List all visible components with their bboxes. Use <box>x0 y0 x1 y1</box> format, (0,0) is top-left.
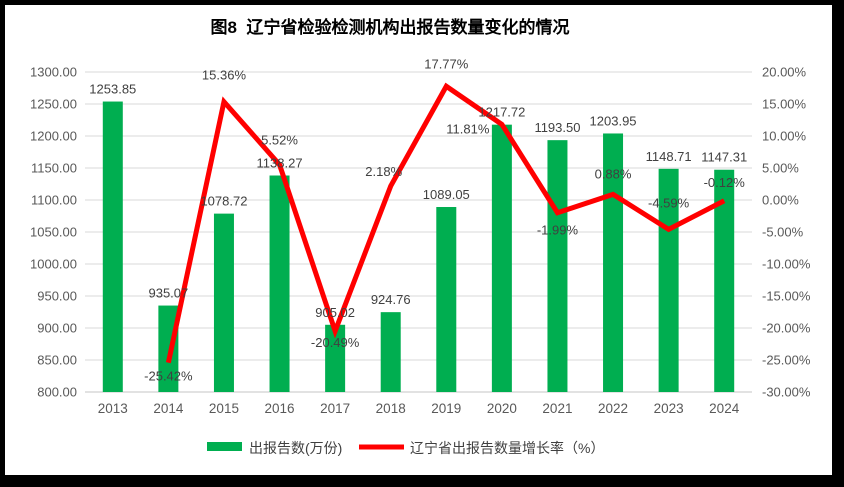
right-axis-tick: 20.00% <box>762 65 807 80</box>
x-axis-label-2024: 2024 <box>709 401 740 416</box>
x-axis-label-2018: 2018 <box>376 401 406 416</box>
right-axis-tick: 15.00% <box>762 97 807 112</box>
bar-value-label-2016: 1138.27 <box>257 156 303 171</box>
bar-2020 <box>491 124 512 392</box>
bar-value-label-2017: 905.02 <box>315 305 355 320</box>
bar-2017 <box>325 324 346 392</box>
left-axis-tick: 1200.00 <box>30 129 77 144</box>
bar-value-label-2023: 1148.71 <box>646 149 692 164</box>
bar-2015 <box>213 213 234 392</box>
bar-value-label-2014: 935.07 <box>148 286 188 301</box>
growth-value-label-2024: -0.12% <box>704 175 746 190</box>
chart-title: 图8 辽宁省检验检测机构出报告数量变化的情况 <box>211 17 570 37</box>
left-axis-tick: 1300.00 <box>30 65 77 80</box>
bar-2018 <box>380 312 401 392</box>
right-axis-tick: -5.00% <box>762 225 804 240</box>
growth-value-label-2017: -20.49% <box>311 335 360 350</box>
growth-value-label-2016: 5.52% <box>261 133 298 148</box>
left-axis-tick: 1150.00 <box>31 161 77 176</box>
plot-area: 800.00 -30.00% 850.00 -25.00% 900.00 -20.00% 9… <box>30 56 811 416</box>
legend-bar-label: 出报告数(万份) <box>249 440 342 456</box>
bar-2016 <box>269 175 290 392</box>
x-axis-label-2013: 2013 <box>98 401 128 416</box>
growth-value-label-2020: 11.81% <box>446 121 490 136</box>
bar-2021 <box>547 140 568 392</box>
x-axis-label-2017: 2017 <box>320 401 350 416</box>
left-axis-tick: 1050.00 <box>30 225 77 240</box>
x-axis-label-2023: 2023 <box>654 401 684 416</box>
x-axis-label-2016: 2016 <box>265 401 295 416</box>
right-axis-tick: -15.00% <box>762 289 811 304</box>
growth-value-label-2015: 15.36% <box>202 68 247 83</box>
right-axis-tick: -10.00% <box>762 257 811 272</box>
bar-value-label-2018: 924.76 <box>371 292 411 307</box>
growth-rate-line <box>165 82 726 364</box>
bar-value-label-2015: 1078.72 <box>200 194 247 209</box>
bar-value-label-2024: 1147.31 <box>701 150 747 165</box>
bar-2024 <box>714 169 735 392</box>
x-axis-label-2020: 2020 <box>487 401 517 416</box>
growth-value-label-2023: -4.59% <box>648 195 690 210</box>
x-axis-label-2019: 2019 <box>431 401 461 416</box>
right-axis-tick: -20.00% <box>762 321 811 336</box>
bar-2019 <box>436 207 457 392</box>
growth-value-label-2021: -1.99% <box>537 223 579 238</box>
left-axis-tick: 1000.00 <box>30 257 77 272</box>
left-axis-tick: 850.00 <box>37 353 77 368</box>
right-axis-tick: 10.00% <box>762 129 807 144</box>
bar-value-label-2020: 1217.72 <box>478 105 525 120</box>
growth-value-label-2022: 0.88% <box>595 166 632 181</box>
bar-value-label-2021: 1193.50 <box>534 120 580 135</box>
left-axis-tick: 800.00 <box>37 385 77 400</box>
left-axis-tick: 1100.00 <box>31 193 77 208</box>
left-axis-tick: 950.00 <box>37 289 77 304</box>
right-axis-tick: -30.00% <box>762 385 811 400</box>
left-axis-tick: 1250.00 <box>30 97 77 112</box>
x-axis-label-2022: 2022 <box>598 401 628 416</box>
growth-value-label-2019: 17.77% <box>424 56 469 71</box>
bar-series-swatch-icon <box>207 442 242 451</box>
chart-legend: 出报告数(万份) 辽宁省出报告数量增长率（%） <box>207 440 604 456</box>
left-axis-tick: 900.00 <box>37 321 77 336</box>
growth-value-label-2014: -25.42% <box>144 369 193 384</box>
right-axis-tick: -25.00% <box>762 353 811 368</box>
x-axis-label-2021: 2021 <box>542 401 572 416</box>
bar-2013 <box>102 101 123 392</box>
x-axis-label-2015: 2015 <box>209 401 239 416</box>
right-axis-tick: 5.00% <box>762 161 799 176</box>
bar-value-label-2019: 1089.05 <box>423 187 470 202</box>
growth-value-label-2018: 2.18% <box>365 164 402 179</box>
bar-value-label-2022: 1203.95 <box>590 113 637 128</box>
x-axis-label-2014: 2014 <box>153 401 184 416</box>
bar-2014 <box>158 305 179 392</box>
legend-line-label: 辽宁省出报告数量增长率（%） <box>410 440 604 456</box>
bar-value-label-2013: 1253.85 <box>89 82 136 97</box>
right-axis-tick: 0.00% <box>762 193 799 208</box>
